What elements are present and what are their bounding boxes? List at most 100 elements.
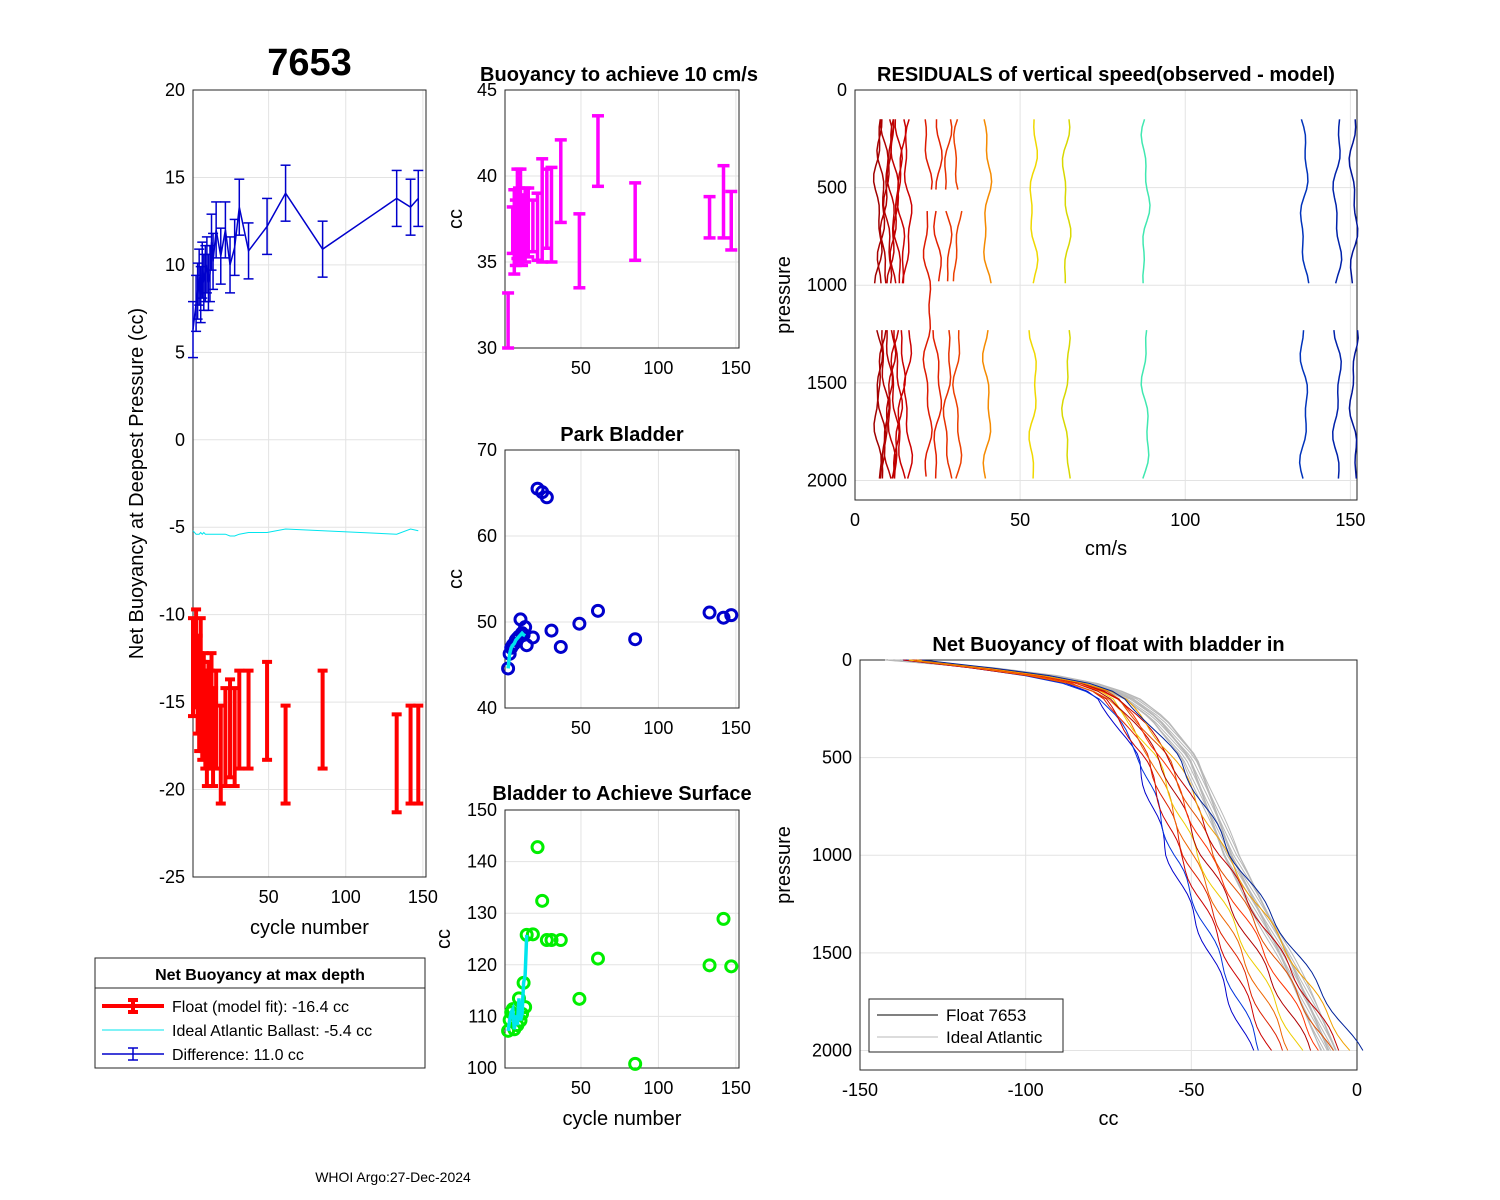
- y-tick-label: 20: [165, 80, 185, 100]
- legend-entry: Float (model fit): -16.4 cc: [172, 999, 349, 1016]
- axes-border: [859, 659, 1358, 1071]
- park-bladder-point: [724, 608, 739, 623]
- axes-border: [504, 89, 740, 349]
- ideal-profile-line: [896, 659, 1335, 1051]
- ideal-ballast-line: [192, 528, 419, 537]
- panel-title: Park Bladder: [560, 424, 684, 446]
- x-tick-label: -50: [1178, 1080, 1204, 1100]
- x-tick-label: 100: [331, 887, 361, 907]
- residual-profile-line: [945, 210, 953, 282]
- y-tick-label: 130: [467, 903, 497, 923]
- difference-error-bar: [317, 220, 328, 278]
- residual-profile-line: [897, 330, 907, 479]
- float-profile-line: [914, 659, 1334, 1051]
- difference-error-bar: [220, 201, 231, 259]
- residual-profile-line: [922, 211, 933, 477]
- y-tick-label: 1500: [807, 373, 847, 393]
- panel-title: RESIDUALS of vertical speed(observed - m…: [877, 64, 1335, 86]
- y-tick-label: 100: [467, 1058, 497, 1078]
- residual-profile-line: [952, 210, 963, 282]
- park-bladder-point: [572, 616, 587, 631]
- legend-entry: Ideal Atlantic Ballast: -5.4 cc: [172, 1023, 372, 1040]
- y-tick-label: -15: [159, 692, 185, 712]
- axes-border: [504, 809, 740, 1069]
- y-tick-label: -20: [159, 780, 185, 800]
- x-tick-label: 0: [850, 510, 860, 530]
- buoyancy-error-bar: [629, 181, 642, 263]
- residual-profile-line: [1028, 330, 1037, 479]
- y-axis-label: cc: [445, 209, 467, 229]
- float-profile-line: [909, 659, 1283, 1051]
- buoyancy-error-bar: [717, 163, 730, 240]
- y-tick-label: -25: [159, 867, 185, 887]
- bladder-surface-recent-line: [506, 934, 529, 1032]
- axes-frame: [504, 809, 740, 1069]
- x-axis-label: cc: [1099, 1108, 1119, 1130]
- residual-profile-line: [879, 119, 889, 284]
- y-tick-label: 2000: [807, 470, 847, 490]
- y-tick-label: 10: [165, 255, 185, 275]
- park-bladder-point: [553, 639, 568, 654]
- bladder-surface-point: [572, 991, 587, 1006]
- y-tick-label: 2000: [812, 1040, 852, 1060]
- park-bladder-point: [702, 605, 717, 620]
- difference-error-bar: [215, 227, 226, 285]
- buoyancy-error-bar: [545, 165, 558, 264]
- y-tick-label: 35: [477, 252, 497, 272]
- difference-error-bar: [391, 169, 402, 228]
- residual-profile-line: [903, 330, 914, 479]
- park-bladder-point: [628, 632, 643, 647]
- y-tick-label: 150: [467, 800, 497, 820]
- x-tick-label: 50: [571, 718, 591, 738]
- x-tick-label: -150: [842, 1080, 878, 1100]
- y-tick-label: 500: [822, 748, 852, 768]
- axes-border: [504, 449, 740, 709]
- residual-profile-line: [896, 119, 907, 284]
- legend-entry: Ideal Atlantic: [946, 1028, 1043, 1047]
- float-error-bar: [391, 712, 402, 815]
- residual-profile-line: [983, 119, 993, 284]
- bladder-surface-point: [702, 958, 717, 973]
- difference-error-bar: [225, 236, 236, 294]
- residual-profile-line: [1061, 119, 1072, 284]
- float-error-bar: [280, 703, 291, 806]
- y-tick-label: 40: [477, 166, 497, 186]
- x-tick-label: 50: [259, 887, 279, 907]
- residual-profile-line: [933, 210, 942, 282]
- x-axis-label: cm/s: [1085, 538, 1127, 560]
- x-tick-label: 50: [1010, 510, 1030, 530]
- float-profile-line: [903, 659, 1255, 1051]
- difference-error-bar: [405, 178, 416, 236]
- legend-entry: Difference: 11.0 cc: [172, 1047, 304, 1064]
- y-tick-label: 40: [477, 698, 497, 718]
- y-axis-label: cc: [433, 929, 455, 949]
- bladder-surface-point: [539, 933, 554, 948]
- y-axis-label: pressure: [773, 826, 795, 904]
- x-tick-label: 50: [571, 358, 591, 378]
- bladder-surface-point: [525, 927, 540, 942]
- y-tick-label: 140: [467, 852, 497, 872]
- park-bladder-recent-line: [506, 630, 526, 669]
- residual-profile-line: [892, 119, 904, 284]
- residual-profile-line: [889, 119, 900, 284]
- residual-profile-line: [890, 329, 900, 479]
- residual-profile-line: [1332, 119, 1343, 284]
- float-error-bar: [317, 668, 328, 771]
- bladder-surface-point: [724, 959, 739, 974]
- bladder-surface-point: [590, 951, 605, 966]
- buoyancy-error-bar: [703, 194, 716, 240]
- park-bladder-point: [518, 620, 533, 635]
- park-bladder-point: [590, 603, 605, 618]
- difference-error-bar: [243, 222, 254, 280]
- bladder-surface-point: [544, 933, 559, 948]
- y-tick-label: 30: [477, 338, 497, 358]
- float-profile-line: [910, 659, 1289, 1051]
- x-tick-label: 0: [1352, 1080, 1362, 1100]
- residual-profile-line: [981, 330, 992, 479]
- y-axis-label: cc: [445, 569, 467, 589]
- x-tick-label: 100: [643, 718, 673, 738]
- residual-profile-line: [952, 330, 963, 479]
- axes-border: [192, 89, 427, 878]
- residual-profile-line: [1061, 330, 1071, 479]
- park-bladder-point: [539, 490, 554, 505]
